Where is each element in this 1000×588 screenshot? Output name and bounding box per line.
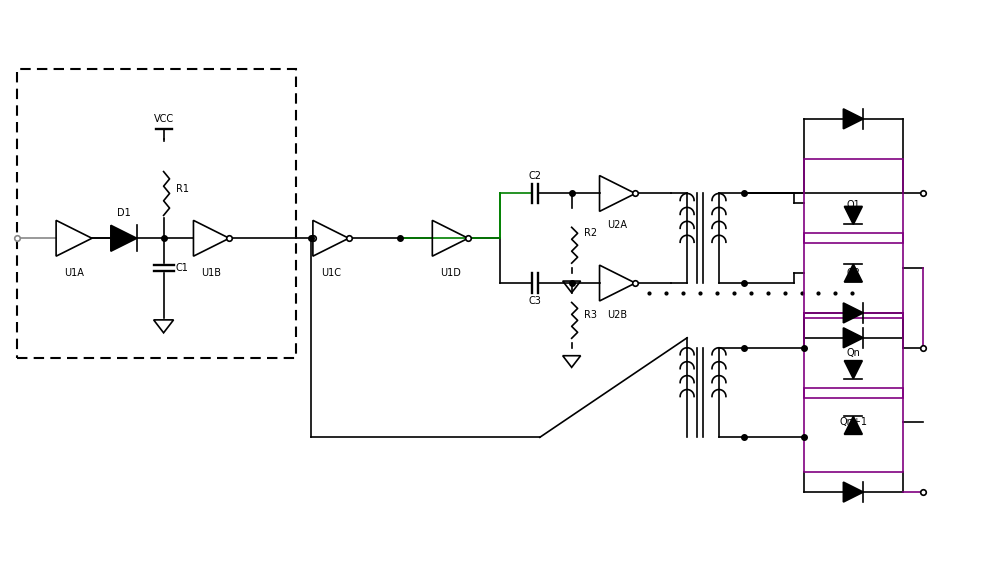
Text: R3: R3 bbox=[584, 310, 597, 320]
Bar bbox=[804, 159, 903, 243]
Text: U2A: U2A bbox=[607, 220, 627, 230]
Text: Qn: Qn bbox=[846, 348, 860, 358]
Text: U2B: U2B bbox=[607, 310, 628, 320]
Polygon shape bbox=[844, 360, 862, 379]
Polygon shape bbox=[844, 416, 862, 435]
Text: C3: C3 bbox=[528, 296, 541, 306]
Text: U1B: U1B bbox=[201, 268, 221, 278]
Text: U1A: U1A bbox=[64, 268, 84, 278]
Text: D1: D1 bbox=[117, 208, 131, 218]
Bar bbox=[804, 233, 903, 318]
Polygon shape bbox=[843, 482, 863, 502]
Text: R1: R1 bbox=[176, 183, 189, 193]
Text: VCC: VCC bbox=[154, 114, 174, 124]
Polygon shape bbox=[111, 225, 137, 251]
Text: Qn+1: Qn+1 bbox=[839, 417, 867, 427]
Text: U1D: U1D bbox=[440, 268, 461, 278]
Bar bbox=[804, 313, 903, 397]
Polygon shape bbox=[843, 109, 863, 129]
Polygon shape bbox=[843, 328, 863, 348]
Text: C2: C2 bbox=[528, 171, 541, 181]
Text: Q1: Q1 bbox=[846, 201, 860, 211]
Polygon shape bbox=[844, 206, 862, 225]
Text: U1C: U1C bbox=[321, 268, 341, 278]
Text: Q2: Q2 bbox=[846, 268, 860, 278]
Bar bbox=[804, 387, 903, 472]
Text: R2: R2 bbox=[584, 228, 597, 238]
Polygon shape bbox=[844, 264, 862, 282]
Polygon shape bbox=[843, 303, 863, 323]
Text: C1: C1 bbox=[176, 263, 188, 273]
